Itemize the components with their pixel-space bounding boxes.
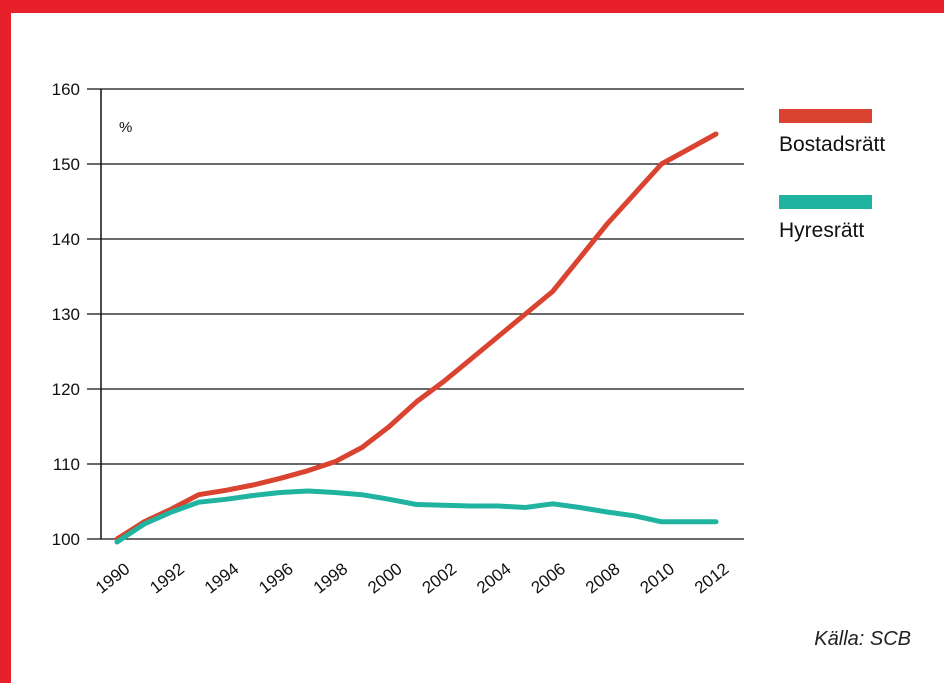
x-tick-label: 2010	[637, 559, 679, 597]
y-tick-label: 130	[52, 305, 80, 324]
frame-top-border	[0, 0, 944, 13]
x-tick-label: 2002	[419, 559, 461, 597]
x-tick-label: 2012	[691, 559, 733, 597]
y-tick-label: 140	[52, 230, 80, 249]
y-tick-label: 100	[52, 530, 80, 549]
x-tick-label: 1990	[92, 559, 134, 597]
legend-label: Bostadsrätt	[779, 133, 885, 156]
grid-lines	[87, 88, 744, 540]
frame-left-border	[0, 0, 11, 683]
series-lines	[114, 131, 719, 545]
y-tick-label: 150	[52, 155, 80, 174]
x-tick-label: 2008	[582, 559, 624, 597]
series-line-hyresrätt	[114, 488, 719, 545]
legend-swatch	[779, 195, 872, 209]
x-tick-label: 1996	[255, 559, 297, 597]
x-tick-label: 2000	[364, 559, 406, 597]
x-tick-label: 1998	[310, 559, 352, 597]
series-line-bostadsrätt	[114, 131, 719, 542]
legend: Bostadsrätt Hyresrätt	[779, 109, 885, 242]
x-tick-label: 1994	[201, 559, 243, 597]
legend-label: Hyresrätt	[779, 219, 864, 242]
unit-label: %	[119, 119, 132, 136]
legend-swatch	[779, 109, 872, 123]
y-tick-label: 120	[52, 380, 80, 399]
x-tick-label: 2006	[528, 559, 570, 597]
x-tick-label: 1992	[146, 559, 188, 597]
y-tick-label: 160	[52, 80, 80, 99]
y-tick-label: 110	[53, 455, 80, 474]
x-tick-labels: 1990 1992 1994 1996 1998 2000 2002 2004 2006 2008…	[92, 559, 733, 597]
x-tick-label: 2004	[473, 559, 515, 597]
source-label: Källa: SCB	[814, 628, 911, 650]
y-tick-labels: 100 110 120 130 140 150 160	[52, 80, 80, 549]
